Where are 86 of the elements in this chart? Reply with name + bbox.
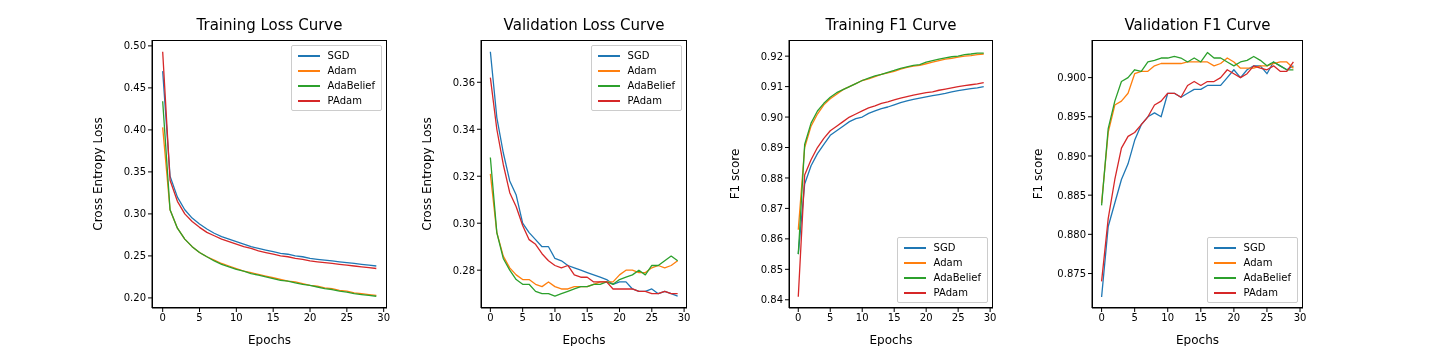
y-tick-label: 0.35 (123, 166, 146, 178)
x-tick-label: 0 (487, 312, 494, 324)
y-tick-label: 0.84 (760, 294, 783, 306)
x-tick-label: 20 (613, 312, 626, 324)
legend-label: AdaBelief (627, 80, 675, 91)
y-tick-label: 0.45 (123, 82, 146, 94)
y-axis-title: F1 score (1031, 148, 1046, 200)
x-tick-label: 20 (303, 312, 317, 324)
chart-title: Validation Loss Curve (502, 16, 666, 34)
x-tick-label: 30 (377, 312, 391, 324)
line-series (489, 173, 679, 290)
legend-label: Adam (1243, 257, 1273, 268)
y-tick-label: 0.890 (1057, 150, 1086, 162)
y-tick-label: 0.88 (760, 172, 783, 184)
legend-label: AdaBelief (327, 80, 375, 91)
x-tick-label: 5 (827, 312, 834, 324)
y-tick-label: 0.90 (760, 111, 783, 123)
y-tick-label: 0.895 (1057, 111, 1086, 123)
x-tick-label: 20 (1227, 312, 1241, 324)
x-tick-label: 15 (1194, 312, 1208, 324)
y-tick-label: 0.86 (760, 233, 783, 245)
x-tick-label: 25 (340, 312, 354, 324)
y-tick-label: 0.87 (760, 202, 783, 214)
legend-label: SGD (327, 50, 350, 61)
y-tick-label: 0.91 (760, 81, 783, 93)
x-tick-label: 15 (887, 312, 901, 324)
y-tick-label: 0.30 (452, 217, 475, 229)
legend-label: PAdam (627, 95, 662, 106)
y-tick-label: 0.36 (452, 76, 475, 88)
y-tick-label: 0.32 (452, 170, 475, 182)
y-tick-label: 0.25 (123, 250, 146, 262)
y-tick-label: 0.875 (1057, 268, 1086, 280)
legend-label: SGD (1243, 242, 1266, 253)
y-axis-title: F1 score (728, 148, 743, 200)
chart-title: Training Loss Curve (195, 16, 344, 34)
chart-title: Validation F1 Curve (1123, 16, 1272, 34)
y-tick-label: 0.885 (1057, 189, 1086, 201)
y-tick-label: 0.880 (1057, 228, 1086, 240)
legend-label: Adam (933, 257, 963, 268)
x-axis-title: Epochs (869, 333, 913, 347)
x-tick-label: 0 (159, 312, 166, 324)
y-tick-label: 0.89 (760, 142, 783, 154)
y-tick-label: 0.50 (123, 40, 146, 52)
legend-label: AdaBelief (1243, 272, 1291, 283)
x-tick-label: 15 (266, 312, 280, 324)
chart-title: Training F1 Curve (824, 16, 958, 34)
y-tick-label: 0.92 (760, 50, 783, 62)
y-tick-label: 0.40 (123, 124, 146, 136)
y-tick-label: 0.900 (1057, 72, 1086, 84)
legend-label: AdaBelief (933, 272, 981, 283)
legend-label: Adam (327, 65, 357, 76)
x-tick-label: 10 (855, 312, 869, 324)
x-tick-label: 5 (196, 312, 203, 324)
y-axis-title: Cross Entropy Loss (420, 117, 435, 231)
x-tick-label: 5 (519, 312, 526, 324)
legend-label: Adam (627, 65, 657, 76)
y-tick-label: 0.20 (123, 292, 146, 304)
x-tick-label: 10 (229, 312, 243, 324)
line-series (489, 156, 679, 297)
x-tick-label: 25 (1260, 312, 1274, 324)
x-tick-label: 30 (983, 312, 997, 324)
x-axis-title: Epochs (248, 333, 291, 347)
x-axis-title: Epochs (1176, 333, 1219, 347)
y-tick-label: 0.30 (123, 208, 146, 220)
x-tick-label: 20 (919, 312, 933, 324)
x-tick-label: 10 (548, 312, 562, 324)
x-tick-label: 30 (1293, 312, 1307, 324)
y-tick-label: 0.34 (452, 123, 475, 135)
legend-label: PAdam (1243, 287, 1278, 298)
x-tick-label: 5 (1131, 312, 1138, 324)
x-tick-label: 0 (795, 312, 802, 324)
x-tick-label: 25 (951, 312, 965, 324)
legend-label: PAdam (933, 287, 968, 298)
y-tick-label: 0.85 (760, 263, 783, 275)
x-tick-label: 0 (1098, 312, 1105, 324)
x-tick-label: 25 (645, 312, 659, 324)
line-series (797, 81, 985, 298)
x-tick-label: 30 (677, 312, 691, 324)
legend-label: PAdam (327, 95, 362, 106)
y-axis-title: Cross Entropy Loss (91, 117, 106, 231)
y-tick-label: 0.28 (452, 264, 475, 276)
legend-label: SGD (627, 50, 650, 61)
x-axis-title: Epochs (562, 333, 606, 347)
x-tick-label: 15 (580, 312, 594, 324)
x-tick-label: 10 (1161, 312, 1175, 324)
legend-label: SGD (933, 242, 956, 253)
